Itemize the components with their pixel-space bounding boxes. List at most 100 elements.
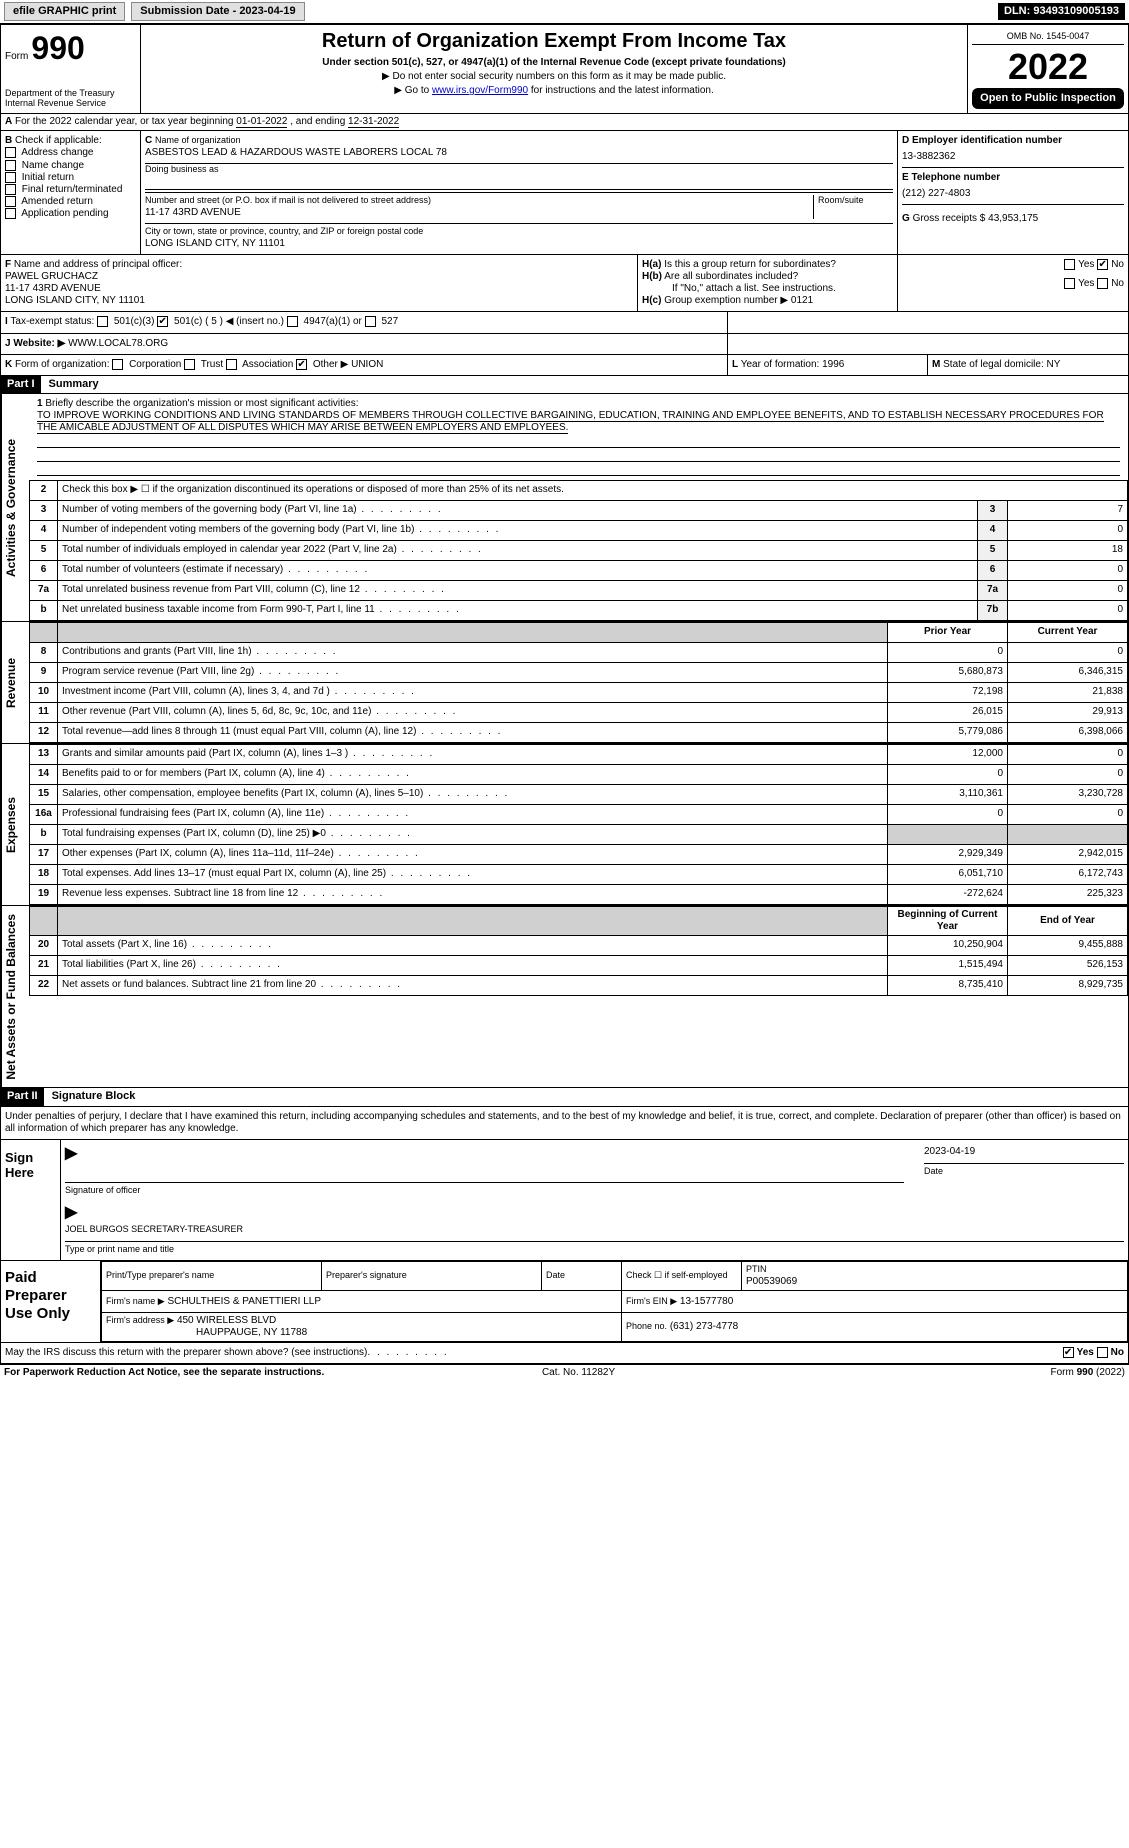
- ha-yes-checkbox[interactable]: [1064, 259, 1075, 270]
- paid-preparer-table: Print/Type preparer's name Preparer's si…: [101, 1261, 1128, 1342]
- table-row: 12Total revenue—add lines 8 through 11 (…: [30, 722, 1128, 742]
- table-row: 11Other revenue (Part VIII, column (A), …: [30, 702, 1128, 722]
- section-b-checkbox[interactable]: [5, 208, 16, 219]
- efile-label: efile GRAPHIC print: [4, 2, 125, 21]
- governance-block: Activities & Governance 1 Briefly descri…: [0, 394, 1129, 622]
- omb-label: OMB No. 1545-0047: [972, 29, 1124, 45]
- table-row: 14Benefits paid to or for members (Part …: [30, 764, 1128, 784]
- section-b-item: Application pending: [5, 208, 136, 220]
- sign-date: 2023-04-19: [924, 1146, 975, 1157]
- governance-vtab: Activities & Governance: [1, 394, 29, 621]
- revenue-vtab: Revenue: [1, 622, 29, 743]
- section-k: K Form of organization: Corporation Trus…: [1, 355, 728, 375]
- firm-name: SCHULTHEIS & PANETTIERI LLP: [167, 1296, 321, 1307]
- org-name: ASBESTOS LEAD & HAZARDOUS WASTE LABORERS…: [145, 147, 447, 158]
- group-exemption: 0121: [791, 295, 813, 306]
- hb-yes-checkbox[interactable]: [1064, 278, 1075, 289]
- section-b-item: Amended return: [5, 196, 136, 208]
- section-a: A For the 2022 calendar year, or tax yea…: [0, 114, 1129, 131]
- section-b-checkbox[interactable]: [5, 160, 16, 171]
- section-b-checkbox[interactable]: [5, 196, 16, 207]
- section-h-checks: Yes No Yes No: [898, 255, 1128, 311]
- netassets-table: Beginning of Current YearEnd of Year20To…: [29, 906, 1128, 996]
- i-501c3-checkbox[interactable]: [97, 316, 108, 327]
- sign-here-block: Sign Here ▶ Signature of officer 2023-04…: [0, 1140, 1129, 1261]
- city-state-zip: LONG ISLAND CITY, NY 11101: [145, 238, 285, 249]
- table-row: 13Grants and similar amounts paid (Part …: [30, 744, 1128, 764]
- submission-date: Submission Date - 2023-04-19: [131, 2, 304, 21]
- note-ssn: ▶ Do not enter social security numbers o…: [145, 71, 963, 83]
- part2-badge: Part II: [1, 1088, 44, 1105]
- part1-badge: Part I: [1, 376, 41, 393]
- netassets-vtab: Net Assets or Fund Balances: [1, 906, 29, 1088]
- table-row: 5Total number of individuals employed in…: [30, 540, 1128, 560]
- part1-title: Summary: [41, 378, 99, 391]
- table-row: 17Other expenses (Part IX, column (A), l…: [30, 844, 1128, 864]
- table-row: 7aTotal unrelated business revenue from …: [30, 580, 1128, 600]
- section-h: H(a) Is this a group return for subordin…: [638, 255, 898, 311]
- section-b-checkbox[interactable]: [5, 172, 16, 183]
- form-title: Return of Organization Exempt From Incom…: [145, 29, 963, 53]
- officer-street: 11-17 43RD AVENUE: [5, 283, 101, 294]
- ha-no-checkbox[interactable]: [1097, 259, 1108, 270]
- table-row: 10Investment income (Part VIII, column (…: [30, 682, 1128, 702]
- section-l: L Year of formation: 1996: [728, 355, 928, 375]
- table-row: 6Total number of volunteers (estimate if…: [30, 560, 1128, 580]
- k-checkbox[interactable]: [112, 359, 123, 370]
- k-checkbox[interactable]: [184, 359, 195, 370]
- table-row: 21Total liabilities (Part X, line 26)1,5…: [30, 955, 1128, 975]
- open-public-badge: Open to Public Inspection: [972, 88, 1124, 109]
- officer-city: LONG ISLAND CITY, NY 11101: [5, 295, 145, 306]
- discuss-yes-checkbox[interactable]: [1063, 1347, 1074, 1358]
- firm-city: HAUPPAUGE, NY 11788: [106, 1327, 307, 1338]
- firm-ein: 13-1577780: [680, 1296, 733, 1307]
- ein-value: 13-3882362: [902, 147, 1124, 167]
- tax-year-begin: 01-01-2022: [236, 116, 287, 128]
- k-checkbox[interactable]: [226, 359, 237, 370]
- k-checkbox[interactable]: [296, 359, 307, 370]
- section-i: I Tax-exempt status: 501(c)(3) 501(c) ( …: [1, 312, 728, 332]
- i-501c-checkbox[interactable]: [157, 316, 168, 327]
- dept-label: Department of the Treasury: [5, 88, 136, 99]
- expenses-table: 13Grants and similar amounts paid (Part …: [29, 744, 1128, 905]
- section-b-checkbox[interactable]: [5, 184, 16, 195]
- mission-section: 1 Briefly describe the organization's mi…: [29, 394, 1128, 480]
- i-527-checkbox[interactable]: [365, 316, 376, 327]
- section-deg: D Employer identification number 13-3882…: [898, 131, 1128, 254]
- section-b-checkbox[interactable]: [5, 147, 16, 158]
- form-footer-label: Form 990 (2022): [1050, 1367, 1125, 1379]
- gross-receipts: 43,953,175: [988, 213, 1038, 224]
- website-value: WWW.LOCAL78.ORG: [68, 338, 168, 349]
- paid-preparer-block: Paid Preparer Use Only Print/Type prepar…: [0, 1261, 1129, 1343]
- part2-title: Signature Block: [44, 1090, 136, 1103]
- section-c: C Name of organization ASBESTOS LEAD & H…: [141, 131, 898, 254]
- form-subtitle: Under section 501(c), 527, or 4947(a)(1)…: [145, 57, 963, 69]
- paperwork-notice: For Paperwork Reduction Act Notice, see …: [4, 1367, 324, 1379]
- section-f: F Name and address of principal officer:…: [1, 255, 638, 311]
- firm-phone: (631) 273-4778: [670, 1321, 738, 1332]
- dln-label: DLN: 93493109005193: [998, 3, 1125, 20]
- tax-year: 2022: [972, 45, 1124, 88]
- topbar: efile GRAPHIC print Submission Date - 20…: [0, 0, 1129, 24]
- state-domicile: NY: [1047, 359, 1061, 370]
- tax-year-end: 12-31-2022: [348, 116, 399, 128]
- table-row: 15Salaries, other compensation, employee…: [30, 784, 1128, 804]
- section-b-item: Name change: [5, 160, 136, 172]
- dba-value: [145, 176, 893, 190]
- hb-no-checkbox[interactable]: [1097, 278, 1108, 289]
- officer-name: PAWEL GRUCHACZ: [5, 271, 98, 282]
- form-prefix: Form: [5, 51, 28, 62]
- i-4947-checkbox[interactable]: [287, 316, 298, 327]
- paid-preparer-label: Paid Preparer Use Only: [1, 1261, 101, 1342]
- table-row: 4Number of independent voting members of…: [30, 520, 1128, 540]
- section-i-row: I Tax-exempt status: 501(c)(3) 501(c) ( …: [0, 312, 1129, 333]
- form-number: 990: [31, 30, 84, 66]
- table-row: 19Revenue less expenses. Subtract line 1…: [30, 884, 1128, 904]
- part1-header-row: Part I Summary: [0, 376, 1129, 394]
- sign-here-label: Sign Here: [1, 1140, 61, 1260]
- table-row: 16aProfessional fundraising fees (Part I…: [30, 804, 1128, 824]
- discuss-no-checkbox[interactable]: [1097, 1347, 1108, 1358]
- mission-text: TO IMPROVE WORKING CONDITIONS AND LIVING…: [37, 410, 1104, 434]
- section-b: B Check if applicable: Address change Na…: [1, 131, 141, 254]
- irs-link[interactable]: www.irs.gov/Form990: [432, 85, 528, 96]
